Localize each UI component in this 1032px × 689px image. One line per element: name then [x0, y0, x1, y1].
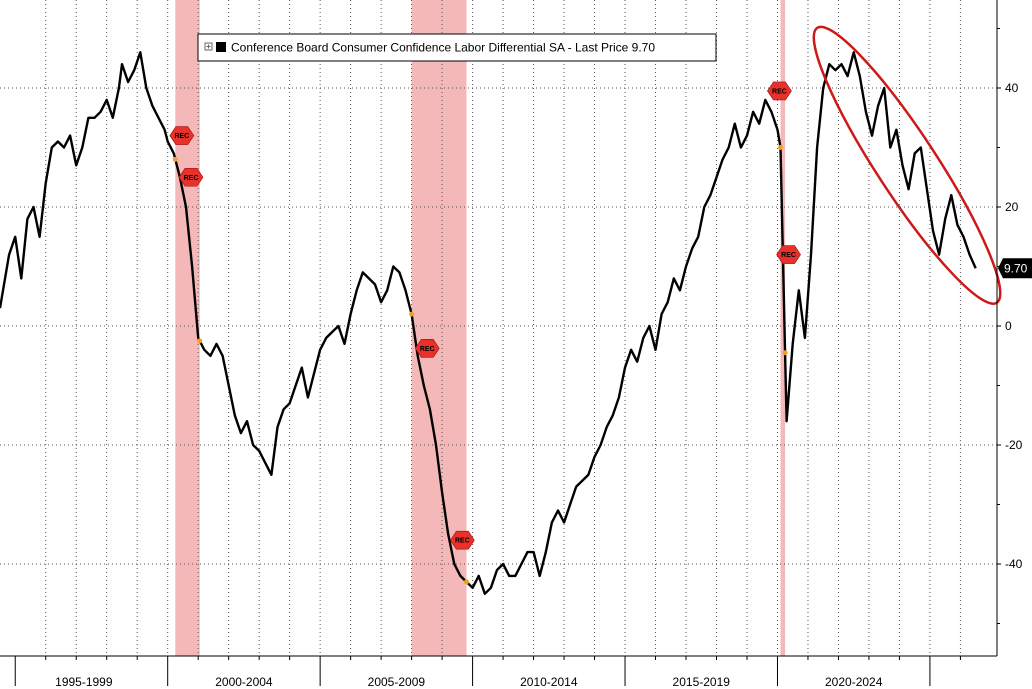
recession-flag-label: REC: [184, 175, 199, 182]
y-tick-label: 40: [1005, 81, 1019, 95]
recession-band-1: [175, 0, 200, 656]
legend-label: Conference Board Consumer Confidence Lab…: [231, 41, 655, 55]
series-line-1: [0, 51, 977, 595]
y-tick-label: -20: [1005, 438, 1023, 452]
recession-flag-2-1: REC: [414, 339, 440, 358]
last-price-tag: 9.70: [998, 258, 1032, 279]
recession-marker-layer: REC REC REC REC REC REC: [169, 81, 801, 585]
recession-flag-label: REC: [781, 252, 796, 259]
recession-flag-label: REC: [174, 133, 189, 140]
grid-layer: [0, 0, 997, 656]
recession-point-2-1: [409, 311, 415, 317]
recession-flag-shape: [414, 339, 440, 358]
x-category-label-1: 1995-1999: [55, 675, 113, 689]
y-tick-label: 20: [1005, 200, 1019, 214]
recession-point-2-2: [463, 579, 469, 585]
recession-point-3-1: [778, 145, 784, 150]
last-price-label: 9.70: [1004, 261, 1028, 275]
recession-flag-label: REC: [420, 346, 435, 353]
legend-box: [197, 33, 717, 62]
x-category-label-5: 2015-2019: [673, 675, 731, 689]
y-tick-label: -40: [1005, 557, 1023, 571]
recession-flag-shape: [169, 126, 195, 145]
recession-shading-layer: [175, 0, 786, 656]
recession-flag-3-1: REC: [767, 81, 792, 101]
recession-band-3: [780, 0, 786, 656]
recession-point-3-2: [782, 350, 788, 356]
highlight-ellipse: [812, 25, 1002, 305]
last-price-tag-shape: [998, 258, 1032, 279]
recession-point-1-2: [197, 338, 203, 344]
recession-flag-label: REC: [455, 538, 470, 545]
recession-flag-2-2: REC: [449, 530, 475, 550]
recession-flag-1-2: REC: [178, 167, 204, 187]
recession-flag-shape: [776, 245, 801, 264]
recession-point-1-1: [172, 156, 178, 162]
series-layer: [0, 51, 977, 595]
recession-flag-shape: [178, 167, 204, 187]
legend: Conference Board Consumer Confidence Lab…: [197, 33, 717, 62]
x-category-label-2: 2000-2004: [215, 675, 273, 689]
highlight-layer: [812, 25, 1002, 305]
recession-flag-1-1: REC: [169, 126, 195, 145]
recession-flag-label: REC: [772, 88, 787, 95]
recession-flag-shape: [767, 81, 792, 101]
recession-flag-3-2: REC: [776, 245, 801, 264]
x-category-label-3: 2005-2009: [368, 675, 426, 689]
y-tick-label: 0: [1005, 319, 1012, 333]
recession-flag-shape: [449, 530, 475, 550]
recession-band-2: [411, 0, 467, 656]
legend-swatch: [216, 42, 226, 52]
x-category-label-4: 2010-2014: [520, 675, 578, 689]
x-category-label-6: 2020-2024: [825, 675, 883, 689]
